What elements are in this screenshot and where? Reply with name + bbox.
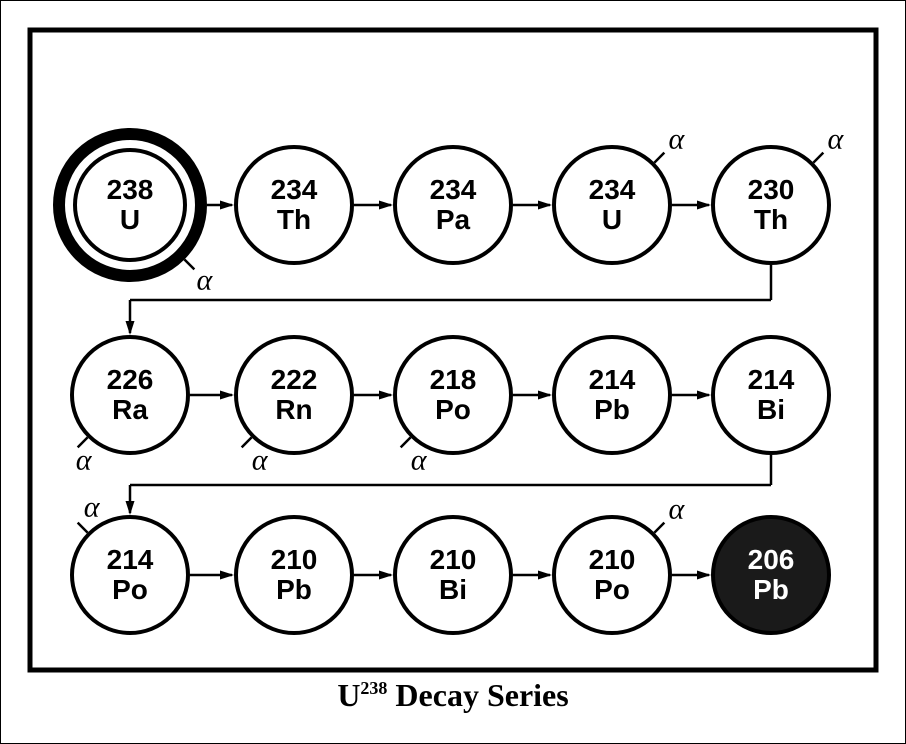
node-pb-206: 206Pb: [713, 517, 829, 633]
node-element: Bi: [757, 394, 785, 425]
node-pb-210: 210Pb: [236, 517, 352, 633]
node-bi-214: 214Bi: [713, 337, 829, 453]
alpha-label: α: [411, 443, 428, 476]
node-element: Pb: [276, 574, 312, 605]
node-element: Ra: [112, 394, 148, 425]
alpha-label: α: [76, 443, 93, 476]
node-element: Th: [754, 204, 788, 235]
node-element: U: [602, 204, 622, 235]
node-pa-234: 234Pa: [395, 147, 511, 263]
node-mass: 210: [430, 544, 477, 575]
alpha-label: α: [84, 491, 101, 524]
node-mass: 210: [271, 544, 318, 575]
alpha-label: α: [668, 123, 685, 156]
node-element: Th: [277, 204, 311, 235]
node-bi-210: 210Bi: [395, 517, 511, 633]
node-mass: 230: [748, 174, 795, 205]
node-mass: 218: [430, 364, 477, 395]
decay-series-diagram: 238Uα234Th234Pa234Uα230Thα226Raα222Rnα21…: [0, 0, 906, 744]
node-element: Po: [435, 394, 471, 425]
diagram-title: U238 Decay Series: [337, 677, 568, 713]
alpha-label: α: [668, 493, 685, 526]
node-mass: 222: [271, 364, 318, 395]
node-mass: 214: [589, 364, 636, 395]
node-element: Po: [594, 574, 630, 605]
node-th-234: 234Th: [236, 147, 352, 263]
node-element: Bi: [439, 574, 467, 605]
node-element: Pb: [594, 394, 630, 425]
node-element: Pb: [753, 574, 789, 605]
node-mass: 214: [748, 364, 795, 395]
node-element: Rn: [275, 394, 312, 425]
alpha-label: α: [827, 123, 844, 156]
node-mass: 206: [748, 544, 795, 575]
node-element: Pa: [436, 204, 471, 235]
alpha-label: α: [252, 443, 269, 476]
node-mass: 234: [589, 174, 636, 205]
node-element: U: [120, 204, 140, 235]
node-element: Po: [112, 574, 148, 605]
node-mass: 226: [107, 364, 154, 395]
node-mass: 214: [107, 544, 154, 575]
alpha-label: α: [196, 263, 213, 296]
node-mass: 234: [271, 174, 318, 205]
node-pb-214: 214Pb: [554, 337, 670, 453]
node-mass: 238: [107, 174, 154, 205]
node-mass: 234: [430, 174, 477, 205]
node-mass: 210: [589, 544, 636, 575]
